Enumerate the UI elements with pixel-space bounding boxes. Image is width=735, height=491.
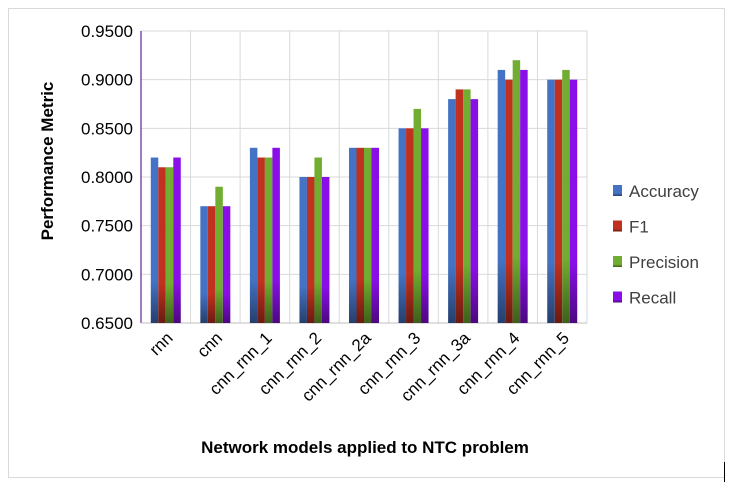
bar-precision-cnn_rnn_5 bbox=[562, 69, 570, 323]
bar-recall-rnn bbox=[173, 157, 181, 323]
bar-recall-cnn_rnn_4 bbox=[520, 69, 528, 323]
x-axis-label: Network models applied to NTC problem bbox=[201, 438, 529, 457]
legend: Accuracy F1 Precision Recall bbox=[613, 182, 699, 308]
y-tick-label: 0.6500 bbox=[81, 314, 133, 333]
bar-f1-rnn bbox=[158, 167, 166, 323]
bar-recall-cnn bbox=[222, 206, 231, 323]
y-tick-label: 0.9000 bbox=[81, 71, 133, 90]
bars bbox=[150, 60, 578, 324]
y-tick-labels: 0.6500 0.7000 0.7500 0.8000 0.8500 0.9000 0.95… bbox=[81, 22, 133, 333]
bar-recall-cnn_rnn_2 bbox=[321, 177, 330, 323]
bar-recall-cnn_rnn_2a bbox=[371, 147, 379, 323]
edge-mark bbox=[724, 462, 725, 482]
legend-swatch-precision bbox=[613, 256, 622, 267]
x-tick-label: rnn bbox=[146, 328, 177, 359]
legend-swatch-accuracy bbox=[613, 185, 622, 196]
legend-label-precision: Precision bbox=[629, 253, 699, 272]
bar-accuracy-cnn bbox=[200, 206, 208, 323]
y-axis-label: Performance Metric bbox=[38, 82, 57, 241]
bar-recall-cnn_rnn_1 bbox=[272, 147, 280, 323]
bar-f1-cnn_rnn_3a bbox=[455, 89, 464, 324]
gridlines bbox=[140, 30, 588, 324]
bar-accuracy-cnn_rnn_1 bbox=[249, 147, 258, 323]
bar-precision-cnn_rnn_4 bbox=[512, 60, 521, 323]
bar-accuracy-cnn_rnn_5 bbox=[547, 79, 555, 324]
bar-f1-cnn_rnn_4 bbox=[505, 79, 513, 324]
bar-precision-cnn_rnn_2a bbox=[364, 147, 372, 323]
bar-f1-cnn_rnn_5 bbox=[554, 79, 563, 324]
legend-label-recall: Recall bbox=[629, 289, 676, 308]
bar-accuracy-cnn_rnn_4 bbox=[497, 69, 506, 323]
bar-recall-cnn_rnn_3a bbox=[470, 99, 479, 323]
bar-precision-cnn_rnn_2 bbox=[314, 157, 322, 323]
bar-recall-cnn_rnn_5 bbox=[569, 79, 578, 324]
legend-swatch-f1 bbox=[613, 220, 622, 232]
chart-frame: 0.6500 0.7000 0.7500 0.8000 0.8500 0.9000 0.95… bbox=[8, 8, 725, 478]
bar-f1-cnn bbox=[207, 206, 216, 323]
bar-f1-cnn_rnn_2a bbox=[356, 147, 364, 323]
y-tick-label: 0.7500 bbox=[81, 217, 133, 236]
x-tick-labels: rnn cnncnn_rnn_1cnn_rnn_2cnn_rnn_2acnn_rn… bbox=[146, 328, 573, 405]
bar-f1-cnn_rnn_1 bbox=[257, 157, 265, 323]
bar-recall-cnn_rnn_3 bbox=[421, 128, 429, 323]
bar-accuracy-cnn_rnn_2a bbox=[349, 147, 357, 323]
y-tick-label: 0.8000 bbox=[81, 168, 133, 187]
bar-precision-rnn bbox=[165, 167, 174, 323]
bar-accuracy-cnn_rnn_2 bbox=[299, 177, 307, 323]
y-tick-label: 0.8500 bbox=[81, 119, 133, 138]
bar-f1-cnn_rnn_3 bbox=[406, 128, 414, 323]
legend-label-accuracy: Accuracy bbox=[629, 182, 699, 201]
y-tick-label: 0.9500 bbox=[81, 22, 133, 41]
y-tick-label: 0.7000 bbox=[81, 265, 133, 284]
legend-swatch-recall bbox=[613, 291, 622, 303]
bar-accuracy-rnn bbox=[150, 157, 159, 323]
bar-accuracy-cnn_rnn_3 bbox=[398, 128, 407, 323]
x-tick-label: cnn bbox=[193, 328, 226, 361]
bar-precision-cnn bbox=[215, 186, 223, 323]
legend-label-f1: F1 bbox=[629, 218, 649, 237]
bar-precision-cnn_rnn_3 bbox=[413, 108, 422, 323]
bar-accuracy-cnn_rnn_3a bbox=[448, 99, 456, 323]
bar-precision-cnn_rnn_1 bbox=[264, 157, 273, 323]
bar-chart: 0.6500 0.7000 0.7500 0.8000 0.8500 0.9000 0.95… bbox=[38, 22, 699, 457]
bar-f1-cnn_rnn_2 bbox=[306, 177, 315, 323]
bar-precision-cnn_rnn_3a bbox=[463, 89, 471, 324]
